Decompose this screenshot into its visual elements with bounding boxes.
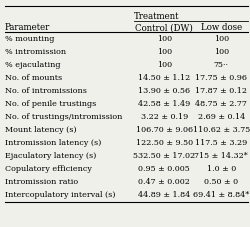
Text: 44.89 ± 1.84: 44.89 ± 1.84	[138, 191, 190, 199]
Text: No. of mounts: No. of mounts	[5, 74, 62, 82]
Text: 122.50 ± 9.50: 122.50 ± 9.50	[136, 139, 193, 147]
Text: Ejaculatory latency (s): Ejaculatory latency (s)	[5, 152, 96, 160]
Text: 0.47 ± 0.002: 0.47 ± 0.002	[138, 178, 190, 186]
Text: 2.69 ± 0.14: 2.69 ± 0.14	[198, 113, 245, 121]
Text: Low dose: Low dose	[200, 23, 242, 32]
Text: Control (DW): Control (DW)	[135, 23, 193, 32]
Text: 100: 100	[157, 61, 172, 69]
Text: 0.95 ± 0.005: 0.95 ± 0.005	[138, 165, 190, 173]
Text: 715 ± 14.32*: 715 ± 14.32*	[194, 152, 248, 160]
Text: 110.62 ± 3.75: 110.62 ± 3.75	[192, 126, 250, 134]
Text: Intromission ratio: Intromission ratio	[5, 178, 78, 186]
Text: 75··: 75··	[214, 61, 229, 69]
Text: Mount latency (s): Mount latency (s)	[5, 126, 76, 134]
Text: 69.41 ± 8.84*: 69.41 ± 8.84*	[193, 191, 249, 199]
Text: 3.22 ± 0.19: 3.22 ± 0.19	[140, 113, 188, 121]
Text: Copulatory efficiency: Copulatory efficiency	[5, 165, 92, 173]
Text: No. of trustings/intromission: No. of trustings/intromission	[5, 113, 122, 121]
Text: 17.87 ± 0.12: 17.87 ± 0.12	[195, 87, 247, 95]
Text: Treatment: Treatment	[134, 12, 179, 21]
Text: 13.90 ± 0.56: 13.90 ± 0.56	[138, 87, 190, 95]
Text: 100: 100	[214, 48, 229, 56]
Text: Intromission latency (s): Intromission latency (s)	[5, 139, 101, 147]
Text: 100: 100	[157, 48, 172, 56]
Text: Intercopulatory interval (s): Intercopulatory interval (s)	[5, 191, 116, 199]
Text: No. of penile trustings: No. of penile trustings	[5, 100, 96, 108]
Text: 532.50 ± 17.02: 532.50 ± 17.02	[133, 152, 195, 160]
Text: 100: 100	[214, 35, 229, 43]
Text: 1.0 ± 0: 1.0 ± 0	[206, 165, 236, 173]
Text: 0.50 ± 0: 0.50 ± 0	[204, 178, 238, 186]
Text: % mounting: % mounting	[5, 35, 54, 43]
Text: 106.70 ± 9.06: 106.70 ± 9.06	[136, 126, 193, 134]
Text: % intromission: % intromission	[5, 48, 66, 56]
Text: No. of intromissions: No. of intromissions	[5, 87, 87, 95]
Text: 42.58 ± 1.49: 42.58 ± 1.49	[138, 100, 190, 108]
Text: 100: 100	[157, 35, 172, 43]
Text: 17.75 ± 0.96: 17.75 ± 0.96	[195, 74, 247, 82]
Text: 117.5 ± 3.29: 117.5 ± 3.29	[195, 139, 247, 147]
Text: 14.50 ± 1.12: 14.50 ± 1.12	[138, 74, 190, 82]
Text: 48.75 ± 2.77: 48.75 ± 2.77	[195, 100, 247, 108]
Text: Parameter: Parameter	[5, 23, 50, 32]
Text: % ejaculating: % ejaculating	[5, 61, 60, 69]
